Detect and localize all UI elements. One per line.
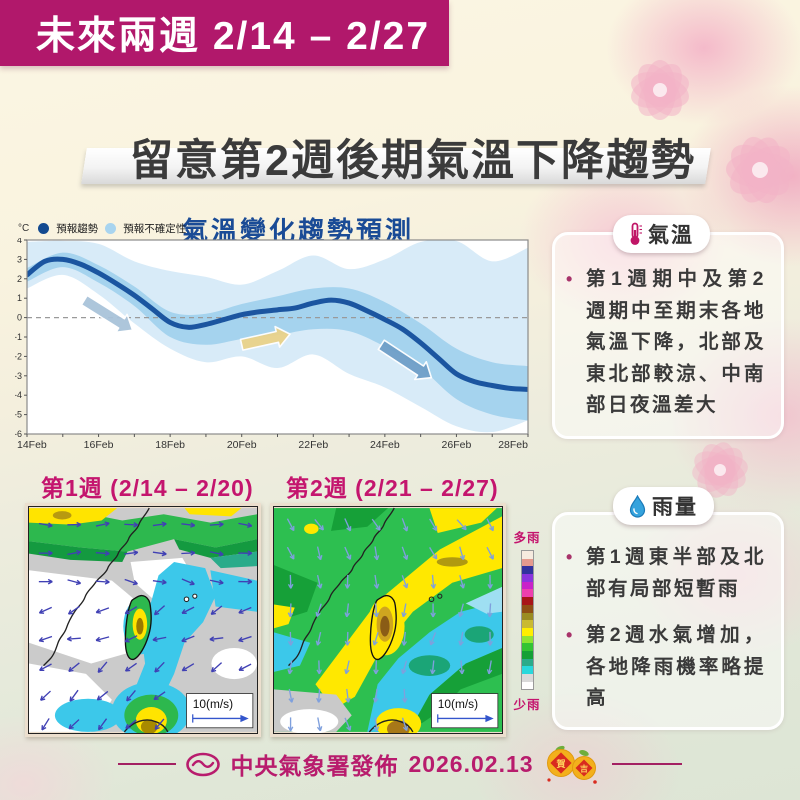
rain-bullets: 第1週東半部及北部有局部短暫雨第2週水氣增加，各地降雨機率略提高	[566, 542, 766, 730]
svg-text:1: 1	[17, 293, 22, 303]
week2-rain-map: 10(m/s)	[270, 503, 506, 737]
footer-left-rule	[118, 763, 177, 765]
uncertainty-legend-label: 預報不確定性	[123, 223, 187, 235]
week2-map-title: 第2週 (2/21 – 2/27)	[286, 475, 499, 501]
rain-colorbar: 多雨 少雨	[504, 527, 550, 713]
footer-agency: 中央氣象署發佈	[230, 753, 399, 779]
uncertainty-legend-dot-icon	[105, 223, 117, 234]
colorbar-scale	[520, 550, 534, 691]
svg-text:26Feb: 26Feb	[442, 439, 472, 451]
svg-text:18Feb: 18Feb	[155, 439, 185, 451]
temperature-pill-label: 氣溫	[648, 224, 694, 247]
temperature-pill: 氣溫	[613, 215, 710, 253]
cwa-logo-icon	[186, 752, 221, 776]
svg-text:28Feb: 28Feb	[498, 439, 528, 451]
svg-text:16Feb: 16Feb	[84, 439, 114, 451]
svg-text:3: 3	[17, 254, 22, 264]
svg-text:-1: -1	[15, 332, 22, 342]
trend-legend-dot-icon	[38, 223, 50, 234]
svg-text:-2: -2	[15, 351, 22, 361]
temperature-bullets: 第1週期中及第2週期中至期末各地氣溫下降，北部及東北部較涼、中南部日夜溫差大	[566, 264, 766, 437]
trend-legend-label: 預報趨勢	[56, 223, 99, 235]
colorbar-top-label: 多雨	[513, 531, 541, 545]
main-title-banner: 未來兩週 2/14 – 2/27	[0, 0, 449, 66]
bullet-item: 第1週期中及第2週期中至期末各地氣溫下降，北部及東北部較涼、中南部日夜溫差大	[566, 264, 766, 422]
footer: 中央氣象署發佈 2026.02.13 賀 吉	[0, 742, 800, 786]
footer-date: 2026.02.13	[408, 750, 534, 777]
page-title: 未來兩週 2/14 – 2/27	[36, 15, 431, 58]
rain-pill: 雨量	[613, 487, 714, 525]
colorbar-bottom-label: 少雨	[513, 698, 541, 713]
lunar-new-year-oranges-icon: 賀 吉	[546, 745, 597, 784]
orange-char-2: 吉	[580, 764, 588, 774]
footer-right-rule	[611, 763, 682, 765]
wind-scale-label: 10(m/s)	[438, 697, 478, 711]
svg-text:4: 4	[17, 238, 22, 245]
thermometer-icon	[630, 222, 642, 245]
orange-char-1: 賀	[555, 758, 565, 769]
svg-text:-5: -5	[15, 410, 22, 420]
svg-text:0: 0	[17, 313, 22, 323]
svg-text:20Feb: 20Feb	[227, 439, 257, 451]
wind-scale-label: 10(m/s)	[193, 697, 233, 711]
week1-map-title: 第1週 (2/14 – 2/20)	[41, 475, 254, 501]
chart-legend: °C 預報趨勢 預報不確定性	[18, 221, 186, 236]
y-axis-unit: °C	[18, 223, 30, 234]
rain-pill-label: 雨量	[652, 496, 698, 519]
svg-text:22Feb: 22Feb	[298, 439, 328, 451]
svg-text:-6: -6	[15, 429, 22, 439]
week1-rain-map: 10(m/s)	[25, 503, 261, 737]
svg-text:-3: -3	[15, 371, 22, 381]
bullet-item: 第2週水氣增加，各地降雨機率略提高	[566, 620, 766, 715]
page-subtitle: 留意第2週後期氣溫下降趨勢	[130, 137, 696, 185]
raindrop-icon	[629, 494, 646, 518]
bullet-item: 第1週東半部及北部有局部短暫雨	[566, 542, 766, 605]
svg-text:14Feb: 14Feb	[17, 439, 47, 451]
svg-text:24Feb: 24Feb	[370, 439, 400, 451]
svg-text:2: 2	[17, 274, 22, 284]
svg-text:-4: -4	[15, 390, 22, 400]
